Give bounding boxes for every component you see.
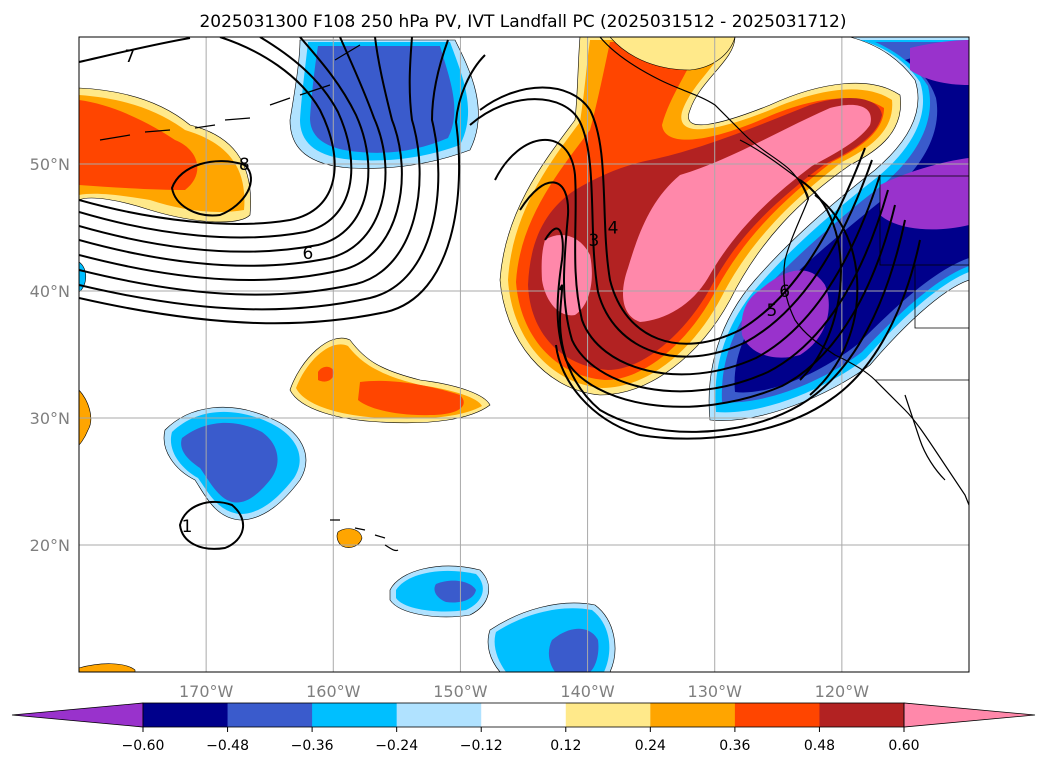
shade-negative-aleutian-3 (310, 46, 455, 153)
contour-label: 6 (302, 244, 313, 264)
colorbar-segment (481, 703, 567, 727)
colorbar-tick-label: −0.60 (122, 738, 165, 754)
contour-8 (170, 160, 252, 217)
contour-label: 8 (239, 155, 250, 175)
coast-baja (904, 394, 946, 481)
shade-positive-plume-6 (541, 235, 592, 316)
lat-tick-label: 30°N (30, 409, 70, 428)
lon-tick-label: 120°W (815, 682, 870, 701)
colorbar-frame (142, 702, 905, 728)
colorbar-extend-low (11, 702, 144, 728)
contour-c5 (544, 204, 896, 408)
contour-w7 (79, 39, 449, 311)
colorbar-extend-high (903, 702, 1036, 728)
shade-negative-south-2c (548, 628, 599, 672)
contour-1 (178, 500, 245, 550)
contour-label: 7 (124, 47, 135, 67)
colorbar-tick-label: 0.12 (550, 738, 581, 754)
shade-negative-subtrop-3 (181, 422, 278, 503)
contour-e1 (799, 179, 842, 381)
shade-positive-west-3 (79, 100, 198, 190)
contour-w4 (79, 37, 387, 267)
shade-negative-coast-7 (910, 40, 969, 85)
colorbar-segment (143, 703, 229, 727)
graticule (79, 37, 969, 672)
border-states-1 (879, 176, 969, 266)
colorbar-segment (565, 703, 651, 727)
borders (808, 175, 969, 381)
axis-tick-labels: 170°W 160°W 150°W 140°W 130°W 120°W 50°N 40°N 30… (30, 155, 870, 701)
colorbar-tick-label: 0.60 (888, 738, 919, 754)
contour-c1 (479, 86, 866, 345)
colorbar-tick-label: −0.12 (460, 738, 503, 754)
contour-c4 (519, 181, 889, 393)
figure-title: 2025031300 F108 250 hPa PV, IVT Landfall… (199, 12, 846, 32)
lon-tick-label: 140°W (560, 682, 615, 701)
shade-negative-south-1c (434, 580, 476, 603)
contour-w6 (79, 37, 421, 296)
colorbar-segment (734, 703, 820, 727)
contour-label: 3 (589, 231, 600, 251)
map-frame (78, 36, 970, 673)
shade-positive-plume-5 (623, 104, 871, 322)
colorbar-tick-label: −0.48 (206, 738, 249, 754)
colorbar-segment (650, 703, 736, 727)
coast-hawaii (330, 519, 399, 552)
shade-positive-central-4 (318, 366, 334, 382)
shade-positive-central-3 (358, 380, 464, 416)
colorbar-tick-label: −0.36 (291, 738, 334, 754)
contour-w1 (79, 37, 336, 225)
contour-c7 (555, 239, 921, 440)
contour-label: 5 (767, 301, 778, 321)
lat-tick-label: 20°N (30, 536, 70, 555)
coast-aleutians (99, 44, 361, 141)
coast-north-america (599, 37, 969, 506)
contour-c2 (469, 98, 873, 358)
coastlines (99, 37, 969, 552)
contour-c6 (558, 219, 906, 433)
contour-7 (79, 37, 191, 63)
colorbar-segment (312, 703, 398, 727)
lon-tick-label: 170°W (179, 682, 234, 701)
lon-tick-label: 130°W (688, 682, 743, 701)
pv-contours (79, 37, 921, 550)
shade-positive-gulf (609, 37, 736, 71)
shade-negative-coast-5 (741, 270, 829, 358)
colorbar-tick-label: 0.48 (804, 738, 835, 754)
colorbar-segment (396, 703, 482, 727)
contour-w8 (79, 54, 486, 325)
colorbar-segment (819, 703, 905, 727)
colorbar-tick-label: 0.36 (719, 738, 750, 754)
lon-tick-label: 150°W (433, 682, 488, 701)
shade-positive-hawaii (336, 528, 363, 548)
contour-w3 (79, 37, 370, 253)
coast-vancouver (739, 139, 810, 201)
contour-label: 6 (779, 282, 790, 302)
contour-label: 4 (608, 219, 619, 239)
contour-w5 (79, 37, 403, 281)
lat-tick-label: 40°N (30, 282, 70, 301)
colorbar-segment (227, 703, 313, 727)
contour-e2 (809, 194, 859, 396)
pv-shading (79, 37, 969, 672)
colorbar: −0.60 −0.48 −0.36 −0.24 −0.12 0.12 0.24 0.36 0.4… (11, 702, 1036, 754)
lat-tick-label: 50°N (30, 155, 70, 174)
contour-w2 (79, 37, 353, 239)
contour-c3 (494, 138, 881, 376)
border-states-2 (914, 265, 969, 329)
lon-tick-label: 160°W (306, 682, 361, 701)
colorbar-tick-label: 0.24 (635, 738, 666, 754)
colorbar-tick-label: −0.24 (375, 738, 418, 754)
contour-label: 1 (182, 517, 193, 537)
